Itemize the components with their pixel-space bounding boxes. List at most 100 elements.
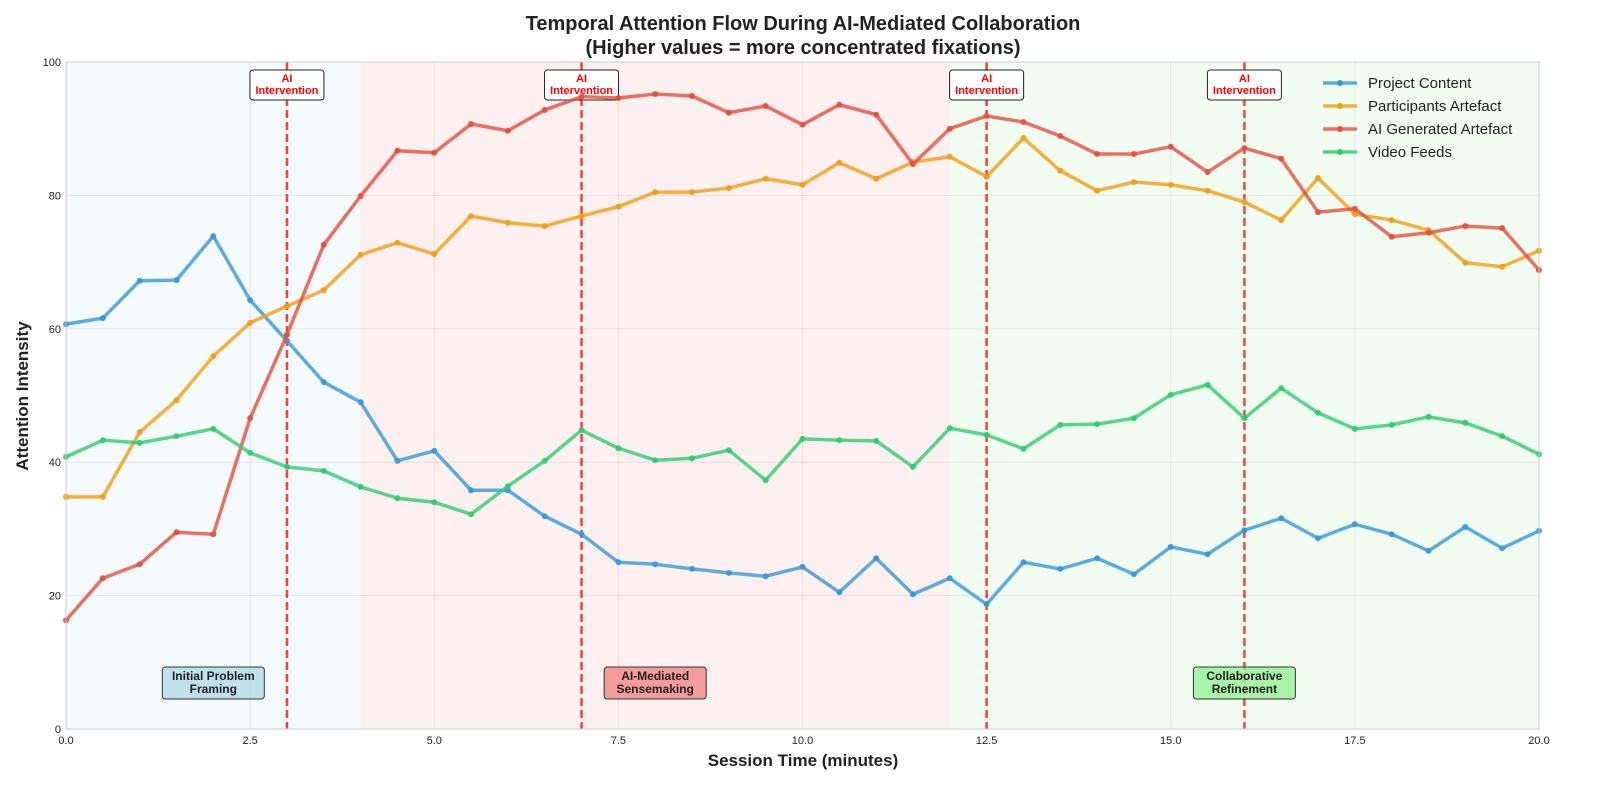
phase-label-box: [161, 666, 265, 700]
data-point: [873, 175, 880, 182]
legend-marker: [1337, 80, 1343, 86]
data-point: [578, 531, 585, 538]
data-point: [283, 303, 290, 310]
data-point: [210, 531, 217, 538]
data-point: [1351, 205, 1358, 212]
data-point: [173, 433, 180, 440]
data-point: [99, 315, 106, 322]
data-point: [468, 511, 475, 518]
data-point: [983, 431, 990, 438]
data-point: [1315, 209, 1322, 216]
data-point: [1167, 391, 1174, 398]
data-point: [1167, 543, 1174, 550]
data-point: [99, 437, 106, 444]
phase-region: [360, 62, 950, 729]
y-tick-label: 80: [49, 190, 61, 202]
data-point: [1057, 565, 1064, 572]
data-point: [1315, 409, 1322, 416]
x-tick-label: 2.5: [242, 735, 257, 747]
data-point: [320, 467, 327, 474]
phase-label: Refinement: [1212, 682, 1277, 696]
data-point: [247, 449, 254, 456]
phase-label: Framing: [190, 682, 237, 696]
data-point: [615, 95, 622, 102]
data-point: [357, 251, 364, 258]
legend-label: Participants Artefact: [1368, 98, 1502, 115]
data-point: [468, 121, 475, 128]
data-point: [431, 251, 438, 258]
data-point: [873, 555, 880, 562]
data-point: [1425, 413, 1432, 420]
data-point: [1167, 143, 1174, 150]
data-point: [1388, 531, 1395, 538]
data-point: [136, 277, 143, 284]
data-point: [1204, 169, 1211, 176]
plot-frame: [65, 61, 1540, 730]
data-point: [1130, 151, 1137, 158]
data-point: [1204, 187, 1211, 194]
data-point: [799, 121, 806, 128]
data-point: [1020, 445, 1027, 452]
x-tick-label: 0.0: [58, 735, 73, 747]
data-point: [1462, 259, 1469, 266]
data-point: [1278, 515, 1285, 522]
data-point: [909, 591, 916, 598]
data-point: [578, 93, 585, 100]
x-tick-label: 7.5: [611, 735, 626, 747]
intervention-text: Intervention: [955, 85, 1018, 97]
data-point: [1425, 547, 1432, 554]
data-point: [689, 189, 696, 196]
data-point: [1241, 145, 1248, 152]
data-point: [799, 181, 806, 188]
data-point: [541, 457, 548, 464]
phase-label-box: [603, 666, 707, 700]
data-point: [983, 601, 990, 608]
legend-label: Video Feeds: [1368, 144, 1452, 161]
data-point: [210, 233, 217, 240]
data-point: [468, 213, 475, 220]
data-point: [136, 439, 143, 446]
data-point: [1130, 179, 1137, 186]
data-point: [320, 287, 327, 294]
data-point: [652, 91, 659, 98]
data-point: [1351, 425, 1358, 432]
data-point: [725, 109, 732, 116]
data-point: [615, 203, 622, 210]
data-point: [946, 425, 953, 432]
data-point: [357, 193, 364, 200]
data-point: [946, 575, 953, 582]
data-point: [1499, 545, 1506, 552]
data-point: [504, 483, 511, 490]
x-tick-label: 17.5: [1344, 735, 1365, 747]
legend-label: AI Generated Artefact: [1368, 121, 1513, 138]
chart-subtitle: (Higher values = more concentrated fixat…: [585, 37, 1020, 59]
data-point: [1241, 199, 1248, 206]
data-point: [283, 331, 290, 338]
intervention-text: AI: [1239, 73, 1250, 85]
data-point: [652, 561, 659, 568]
data-point: [357, 399, 364, 406]
phase-label: Collaborative: [1206, 669, 1282, 683]
data-point: [909, 463, 916, 470]
x-tick-label: 12.5: [976, 735, 997, 747]
data-point: [615, 559, 622, 566]
x-tick-label: 20.0: [1528, 735, 1549, 747]
data-point: [983, 113, 990, 120]
data-point: [1499, 433, 1506, 440]
data-point: [1094, 151, 1101, 158]
data-point: [136, 561, 143, 568]
data-point: [1462, 419, 1469, 426]
data-point: [1499, 225, 1506, 232]
data-point: [1204, 381, 1211, 388]
phase-label: AI-Mediated: [621, 669, 689, 683]
data-point: [1351, 211, 1358, 218]
data-point: [1020, 559, 1027, 566]
data-point: [578, 213, 585, 220]
data-point: [1167, 181, 1174, 188]
data-point: [983, 173, 990, 180]
data-point: [1388, 421, 1395, 428]
y-tick-label: 0: [55, 724, 61, 736]
